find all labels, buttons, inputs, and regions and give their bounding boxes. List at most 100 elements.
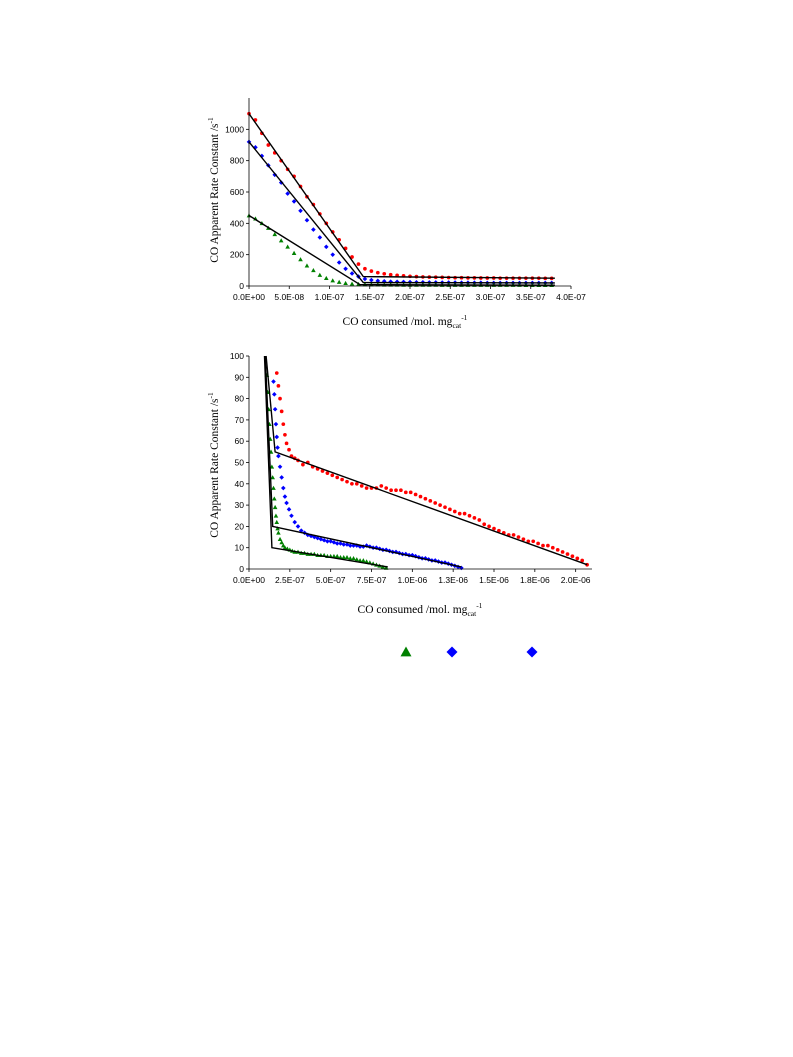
data-point <box>356 262 361 266</box>
x-tick-label: 0.0E+00 <box>233 575 265 585</box>
y-tick-label: 20 <box>235 521 245 531</box>
data-point <box>354 557 360 562</box>
data-point <box>394 279 400 285</box>
y-tick-label: 100 <box>230 351 244 361</box>
data-point <box>284 441 289 446</box>
data-point <box>330 278 336 283</box>
data-point <box>388 272 393 277</box>
y-tick-label: 70 <box>235 415 245 425</box>
data-point <box>343 266 348 272</box>
data-point <box>278 396 282 401</box>
data-point <box>291 250 297 255</box>
data-point <box>336 279 342 284</box>
data-point <box>291 199 297 204</box>
y-tick-label: 90 <box>235 372 245 382</box>
data-point <box>323 275 329 281</box>
y-tick-label: 50 <box>235 458 245 468</box>
x-tick-label: 3.0E-07 <box>476 292 506 302</box>
x-tick-label: 5.0E-08 <box>274 292 304 302</box>
data-point <box>275 445 280 450</box>
data-point <box>272 392 277 397</box>
data-point <box>274 371 279 375</box>
chart-top-marks <box>246 111 555 288</box>
data-point <box>338 554 343 560</box>
fit-line <box>248 141 555 284</box>
data-point <box>315 535 320 541</box>
x-tick-label: 1.8E-06 <box>520 575 550 585</box>
data-point <box>274 434 280 440</box>
chart-bottom-y-axis-title: CO Apparent Rate Constant /s-1 <box>206 392 221 538</box>
data-point <box>364 486 369 490</box>
data-point <box>379 484 384 488</box>
data-point <box>349 271 355 276</box>
x-tick-label: 2.5E-07 <box>435 292 465 302</box>
data-point <box>308 533 314 539</box>
data-point <box>347 543 353 548</box>
data-point <box>497 528 501 533</box>
data-point <box>271 379 276 384</box>
x-tick-label: 1.3E-06 <box>438 575 468 585</box>
data-point <box>375 270 380 275</box>
data-point <box>560 550 565 554</box>
data-point <box>317 235 323 240</box>
data-point <box>536 541 540 546</box>
data-point <box>448 507 452 512</box>
fit-line <box>248 214 555 286</box>
data-point <box>286 507 292 512</box>
data-point <box>334 553 340 559</box>
data-point <box>487 524 491 529</box>
data-point <box>349 281 355 286</box>
data-point <box>277 536 283 542</box>
data-point <box>526 539 531 544</box>
data-point <box>331 553 337 559</box>
data-point <box>357 544 363 549</box>
data-point <box>482 522 487 527</box>
data-point <box>511 533 516 537</box>
data-point <box>541 543 545 548</box>
data-point <box>285 244 290 249</box>
x-tick-label: 2.5E-07 <box>275 575 305 585</box>
data-point <box>575 556 580 561</box>
data-point <box>278 238 284 243</box>
data-point <box>403 490 408 495</box>
legend-marker-triangle <box>400 646 412 657</box>
data-point <box>283 432 287 437</box>
data-point <box>274 519 280 524</box>
data-point <box>413 492 418 497</box>
data-point <box>452 509 457 514</box>
data-point <box>550 545 555 550</box>
data-point <box>555 547 560 552</box>
data-point <box>472 516 477 520</box>
data-point <box>341 554 347 560</box>
data-point <box>350 481 354 486</box>
data-point <box>282 494 288 499</box>
data-point <box>344 542 350 547</box>
data-point <box>311 227 316 232</box>
y-tick-label: 30 <box>235 500 245 510</box>
data-point <box>350 255 354 259</box>
legend-marker-diamond <box>446 646 458 658</box>
data-point <box>347 556 353 561</box>
data-point <box>292 519 298 525</box>
data-point <box>298 208 303 214</box>
data-point <box>330 473 335 478</box>
x-tick-label: 1.5E-06 <box>479 575 509 585</box>
data-point <box>273 421 279 427</box>
data-point <box>344 554 350 560</box>
data-point <box>443 505 447 510</box>
chart-bottom-ticks: 0 10 20 30 40 50 60 70 80 90 100 0.0E+00 2.5E-07 5.0E… <box>230 351 592 585</box>
data-point <box>273 513 279 518</box>
x-tick-label: 1.0E-07 <box>315 292 345 302</box>
data-point <box>311 268 316 273</box>
data-point <box>266 143 271 147</box>
fit-line <box>264 355 462 568</box>
data-point <box>343 280 348 286</box>
chart-top-y-axis-title: CO Apparent Rate Constant /s-1 <box>206 117 221 263</box>
legend-marker-diamond <box>526 646 538 658</box>
data-point <box>462 511 467 516</box>
data-point <box>285 191 290 196</box>
data-point <box>334 541 340 546</box>
data-point <box>304 263 310 268</box>
y-tick-label: 1000 <box>225 124 244 134</box>
data-point <box>336 260 342 265</box>
